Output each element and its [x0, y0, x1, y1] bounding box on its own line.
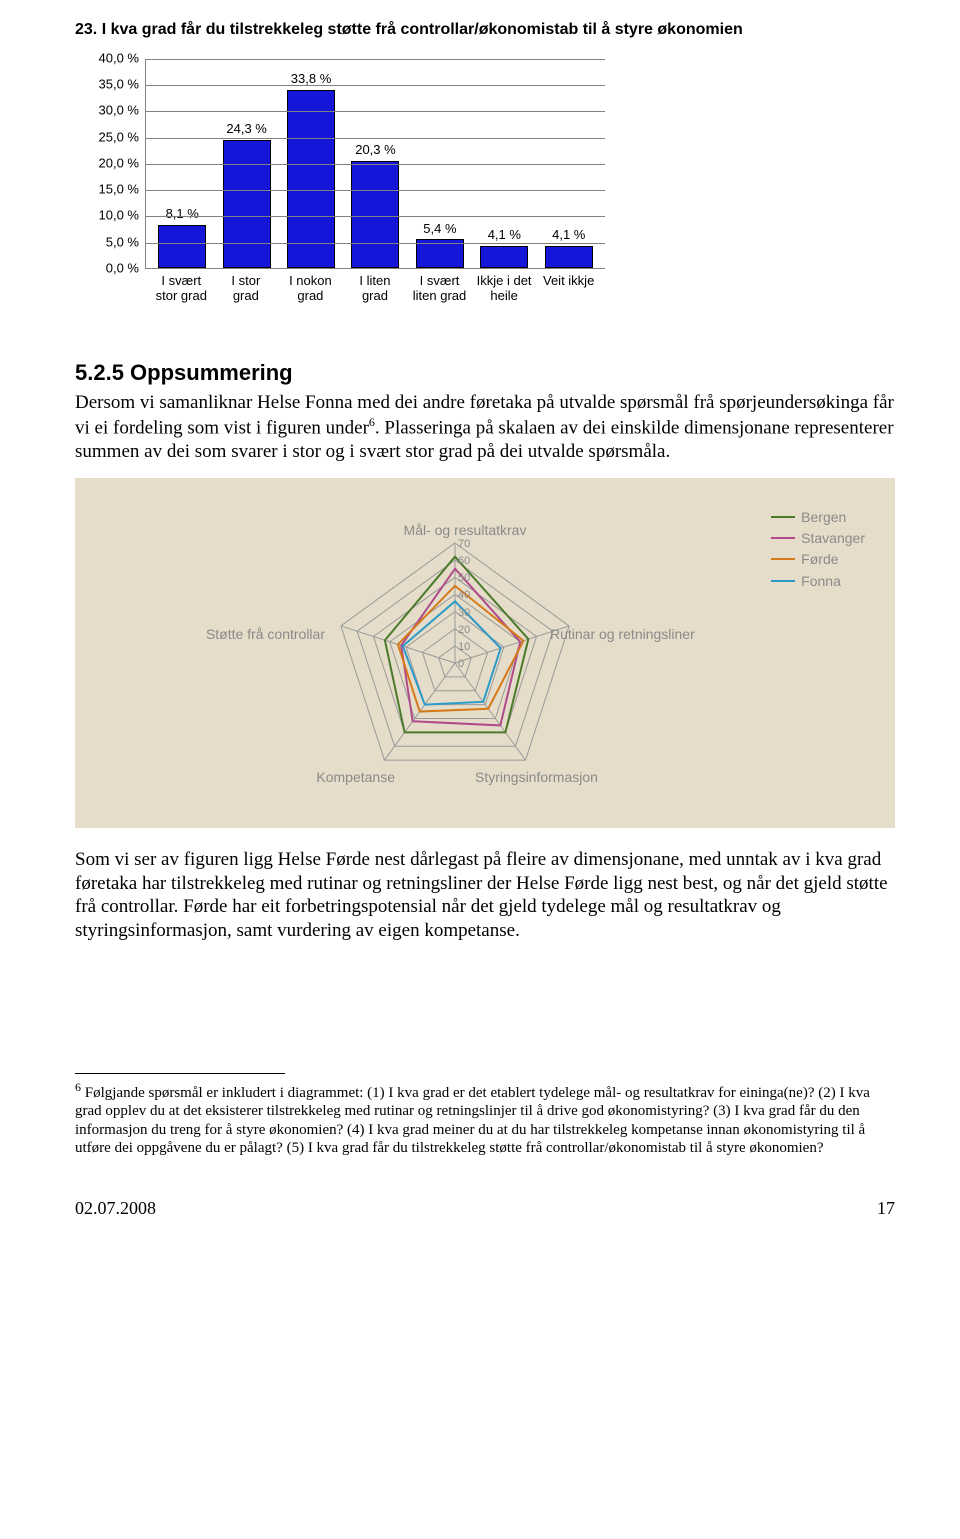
legend-row: Bergen [771, 508, 865, 526]
bar-y-tick: 20,0 % [85, 155, 139, 172]
legend-swatch [771, 580, 795, 582]
bar-gridline [146, 216, 605, 217]
bar-x-labels: I svært stor gradI stor gradI nokon grad… [145, 273, 605, 304]
footnote-text: Følgjande spørsmål er inkludert i diagra… [75, 1085, 870, 1156]
radar-tick: 30 [458, 606, 470, 620]
bar [287, 90, 335, 267]
bar-x-label: Veit ikkje [540, 273, 598, 304]
footnote: 6 Følgjande spørsmål er inkludert i diag… [75, 1080, 895, 1157]
footer-date: 02.07.2008 [75, 1197, 156, 1220]
bar-x-label: I svært stor grad [152, 273, 210, 304]
bar-plot-area: 8,1 % 24,3 % 33,8 % 20,3 % 5,4 % 4,1 %4,1 % [145, 59, 605, 269]
radar-tick: 10 [458, 640, 470, 654]
radar-tick: 50 [458, 571, 470, 585]
bar-y-tick: 5,0 % [85, 234, 139, 251]
bar [545, 246, 593, 268]
legend-swatch [771, 516, 795, 518]
radar-tick: 20 [458, 623, 470, 637]
legend-swatch [771, 537, 795, 539]
section-heading: 5.2.5 Oppsummering [75, 359, 895, 388]
radar-axis-label: Kompetanse [245, 768, 395, 786]
legend-swatch [771, 558, 795, 560]
bar-gridline [146, 111, 605, 112]
radar-tick: 0 [458, 657, 464, 671]
bar-x-label: I liten grad [346, 273, 404, 304]
bar-gridline [146, 243, 605, 244]
radar-axis-label: Rutinar og retningsliner [550, 625, 770, 643]
bar-y-tick: 15,0 % [85, 182, 139, 199]
radar-tick: 60 [458, 554, 470, 568]
bar-y-axis: 0,0 %5,0 %10,0 %15,0 %20,0 %25,0 %30,0 %… [85, 59, 145, 269]
bar-column: 24,3 % [218, 121, 276, 267]
bar-gridline [146, 138, 605, 139]
bar-y-tick: 25,0 % [85, 129, 139, 146]
paragraph-2: Som vi ser av figuren ligg Helse Førde n… [75, 848, 895, 943]
bar [158, 225, 206, 268]
bar-y-tick: 10,0 % [85, 208, 139, 225]
bar-column: 20,3 % [346, 142, 404, 267]
bar-chart-title: 23. I kva grad får du tilstrekkeleg støt… [75, 20, 895, 41]
bar-column: 5,4 % [411, 221, 469, 268]
radar-chart [295, 508, 615, 808]
bar-gridline [146, 190, 605, 191]
bar-column: 33,8 % [282, 71, 340, 267]
legend-row: Stavanger [771, 529, 865, 547]
bar-gridline [146, 164, 605, 165]
bar-value-label: 20,3 % [355, 142, 395, 159]
bar-x-label: Ikkje i det heile [475, 273, 533, 304]
legend-label: Bergen [801, 508, 846, 526]
bar-y-tick: 40,0 % [85, 50, 139, 67]
bar-gridline [146, 85, 605, 86]
radar-tick: 70 [458, 537, 470, 551]
paragraph-1: Dersom vi samanliknar Helse Fonna med de… [75, 391, 895, 464]
legend-label: Førde [801, 550, 838, 568]
page-footer: 02.07.2008 17 [75, 1197, 895, 1220]
bar [351, 161, 399, 268]
bar-column: 4,1 % [540, 227, 598, 267]
bar-x-label: I stor grad [217, 273, 275, 304]
bar-x-label: I svært liten grad [411, 273, 469, 304]
bar [223, 140, 271, 268]
bar [416, 239, 464, 267]
radar-axis-label: Støtte frå controllar [145, 625, 325, 643]
bar-y-tick: 0,0 % [85, 260, 139, 277]
legend-label: Fonna [801, 572, 841, 590]
bar-x-label: I nokon grad [281, 273, 339, 304]
bar-y-tick: 35,0 % [85, 77, 139, 94]
bar-value-label: 5,4 % [423, 221, 456, 238]
radar-tick: 40 [458, 588, 470, 602]
legend-row: Førde [771, 550, 865, 568]
radar-axis-label: Styringsinformasjon [475, 768, 675, 786]
bar-chart: 0,0 % 5,0 % 10,0 % 15,0 % 20,0 % 25,0 % 30,0 %… [85, 59, 605, 319]
bar-y-tick: 30,0 % [85, 103, 139, 120]
bar-value-label: 8,1 % [166, 206, 199, 223]
radar-legend: Bergen Stavanger Førde Fonna [771, 508, 865, 593]
footer-page: 17 [877, 1197, 895, 1220]
footnote-rule [75, 1073, 285, 1074]
bar-column: 4,1 % [475, 227, 533, 267]
bar [480, 246, 528, 268]
radar-panel: Mål- og resultatkravRutinar og retningsl… [75, 478, 895, 828]
bar-gridline [146, 59, 605, 60]
legend-row: Fonna [771, 572, 865, 590]
bar-value-label: 24,3 % [226, 121, 266, 138]
legend-label: Stavanger [801, 529, 865, 547]
